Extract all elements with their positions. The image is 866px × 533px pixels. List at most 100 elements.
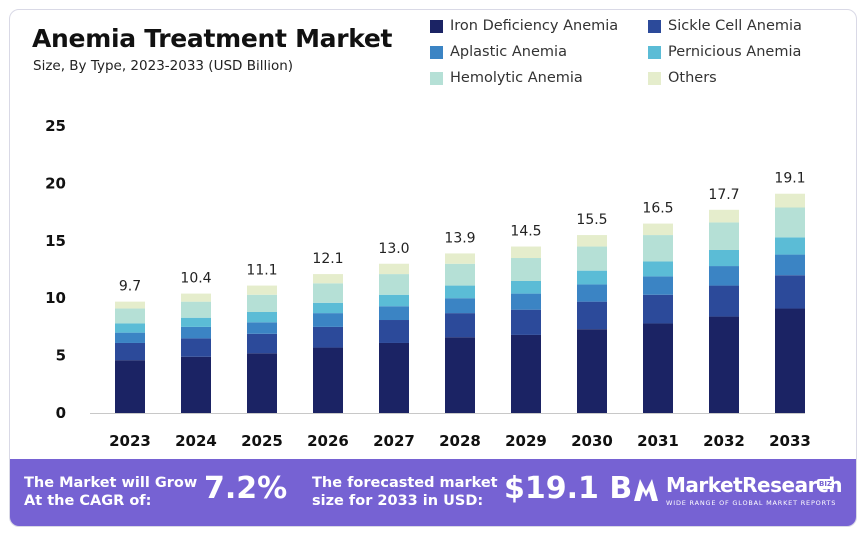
bar-segment (181, 293, 211, 302)
x-tick-label: 2032 (703, 432, 745, 450)
bar-segment (643, 294, 673, 324)
x-tick-label: 2024 (175, 432, 217, 450)
bar-segment (775, 275, 805, 309)
bar-segment (577, 246, 607, 271)
brand-logo[interactable]: MarketResearch BIZ WIDE RANGE OF GLOBAL … (632, 471, 852, 515)
bar-segment (181, 338, 211, 357)
bar-segment (775, 254, 805, 276)
bar-segment (115, 342, 145, 361)
bar-segment (511, 258, 541, 281)
bar-segment (511, 334, 541, 413)
y-tick-label: 0 (56, 404, 66, 422)
stacked-bar-chart: 05101520259.7202310.4202411.1202512.1202… (45, 117, 811, 450)
bar-segment (643, 323, 673, 413)
bar-segment (181, 356, 211, 413)
y-tick-label: 25 (45, 117, 66, 135)
bar-segment (577, 235, 607, 247)
x-tick-label: 2033 (769, 432, 811, 450)
bar-segment (379, 342, 409, 413)
bar-segment (775, 237, 805, 255)
bar-segment (115, 308, 145, 324)
mr-logo-icon (634, 479, 658, 501)
legend-swatch (648, 71, 661, 85)
bar-segment (181, 326, 211, 339)
chart-title: Anemia Treatment Market (32, 24, 393, 53)
brand-tagline: WIDE RANGE OF GLOBAL MARKET REPORTS (666, 499, 837, 507)
legend-item: Sickle Cell Anemia (648, 18, 802, 34)
forecast-value: $19.1 B (504, 471, 633, 506)
bar-segment (445, 313, 475, 338)
bar-segment (511, 293, 541, 310)
bar-segment (247, 285, 277, 295)
brand-name: MarketResearch (666, 473, 843, 497)
cagr-caption-line2: At the CAGR of: (24, 493, 152, 509)
bar-segment (379, 294, 409, 307)
y-tick-label: 15 (45, 232, 66, 250)
legend-swatch (430, 45, 443, 59)
bar-total-label: 11.1 (246, 263, 277, 279)
y-tick-label: 20 (45, 174, 66, 192)
bar-segment (643, 235, 673, 262)
bar-segment (115, 301, 145, 309)
forecast-caption-line1: The forecasted market (312, 475, 498, 491)
legend-label: Hemolytic Anemia (450, 70, 583, 86)
legend-item: Hemolytic Anemia (430, 70, 583, 86)
y-tick-label: 5 (56, 347, 66, 365)
legend-item: Iron Deficiency Anemia (430, 18, 618, 34)
bar-segment (247, 353, 277, 413)
legend-swatch (430, 71, 443, 85)
bar-segment (577, 301, 607, 330)
bar-segment (115, 360, 145, 413)
brand-badge: BIZ (817, 479, 835, 489)
x-tick-label: 2023 (109, 432, 151, 450)
legend-item: Pernicious Anemia (648, 44, 801, 60)
bar-total-label: 14.5 (510, 224, 541, 240)
bar-segment (115, 332, 145, 343)
bar-segment (445, 337, 475, 413)
bar-segment (181, 301, 211, 318)
bar-total-label: 9.7 (119, 279, 141, 295)
cagr-caption: The Market will Grow At the CAGR of: (24, 474, 197, 510)
bar-segment (445, 285, 475, 299)
bar-segment (313, 313, 343, 327)
bar-segment (181, 317, 211, 327)
footer-banner: The Market will Grow At the CAGR of: 7.2… (10, 459, 856, 526)
x-tick-label: 2031 (637, 432, 679, 450)
legend-swatch (648, 45, 661, 59)
legend-item: Others (648, 70, 717, 86)
bar-segment (709, 222, 739, 250)
bar-segment (709, 249, 739, 267)
bar-segment (577, 270, 607, 285)
bar-segment (709, 316, 739, 413)
forecast-caption-line2: size for 2033 in USD: (312, 493, 484, 509)
legend-label: Others (668, 70, 717, 86)
bar-segment (709, 209, 739, 223)
legend-swatch (430, 19, 443, 33)
y-tick-label: 10 (45, 289, 66, 307)
legend-label: Pernicious Anemia (668, 44, 802, 60)
bar-total-label: 13.9 (444, 230, 475, 246)
legend-item: Aplastic Anemia (430, 44, 567, 60)
bar-segment (379, 306, 409, 321)
legend-swatch (648, 19, 661, 33)
bar-segment (577, 284, 607, 302)
bar-segment (247, 322, 277, 334)
bar-segment (313, 274, 343, 284)
bar-total-label: 10.4 (180, 271, 211, 287)
bar-segment (247, 311, 277, 323)
bar-segment (247, 333, 277, 354)
bar-segment (709, 285, 739, 317)
bar-total-label: 19.1 (774, 171, 805, 187)
bar-total-label: 15.5 (576, 212, 607, 228)
x-tick-label: 2025 (241, 432, 283, 450)
bar-total-label: 16.5 (642, 201, 673, 217)
bar-segment (643, 223, 673, 236)
bar-total-label: 12.1 (312, 251, 343, 267)
bar-segment (445, 263, 475, 286)
bar-segment (313, 326, 343, 348)
bar-segment (643, 276, 673, 295)
bar-segment (511, 280, 541, 294)
bar-segment (379, 263, 409, 275)
legend-label: Aplastic Anemia (450, 44, 567, 60)
x-tick-label: 2029 (505, 432, 547, 450)
